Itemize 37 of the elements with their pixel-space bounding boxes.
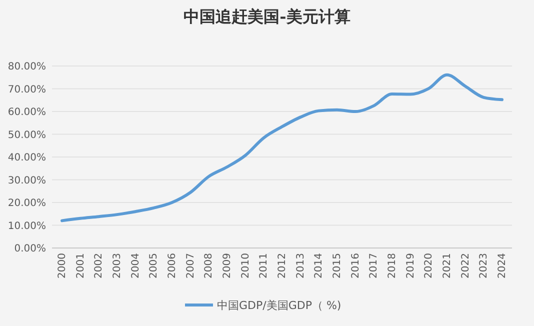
y-tick-label: 50.00% <box>8 130 46 141</box>
line-series <box>60 73 504 222</box>
x-tick-label: 2016 <box>350 253 362 278</box>
x-tick-label: 2012 <box>277 253 288 278</box>
y-tick-label: 80.00% <box>8 62 46 72</box>
x-tick-label: 2010 <box>240 253 252 278</box>
x-tick-label: 2014 <box>314 253 325 278</box>
x-tick-label: 2006 <box>167 253 178 278</box>
y-tick-label: 60.00% <box>8 107 46 118</box>
x-tick-label: 2024 <box>497 253 508 278</box>
x-tick-label: 2022 <box>460 253 472 278</box>
x-tick-label: 2005 <box>148 253 160 278</box>
chart-title: 中国追赶美国-美元计算 <box>184 7 350 26</box>
x-tick-label: 2001 <box>75 253 86 278</box>
x-tick-label: 2004 <box>130 253 142 278</box>
x-tick-label: 2018 <box>387 253 398 278</box>
x-tick-label: 2007 <box>185 253 196 278</box>
legend-label: 中国GDP/美国GDP（ %) <box>217 298 342 312</box>
x-tick-label: 2003 <box>112 253 123 278</box>
y-tick-label: 30.00% <box>8 175 46 186</box>
y-tick-label: 70.00% <box>8 84 46 96</box>
x-tick-label: 2017 <box>368 253 380 278</box>
x-tick-label: 2015 <box>332 253 343 278</box>
x-tick-label: 2021 <box>442 253 453 278</box>
x-tick-label: 2023 <box>478 253 490 278</box>
x-tick-label: 2002 <box>94 253 105 278</box>
y-tick-label: 40.00% <box>8 152 46 164</box>
x-tick-label: 2000 <box>57 253 68 278</box>
x-tick-label: 2008 <box>204 253 215 278</box>
x-tick-label: 2019 <box>405 253 416 278</box>
y-tick-label: 0.00% <box>14 244 46 254</box>
x-tick-label: 2020 <box>424 253 435 278</box>
x-tick-label: 2011 <box>258 253 270 278</box>
y-tick-label: 20.00% <box>8 198 46 209</box>
x-tick-label: 2009 <box>222 253 233 278</box>
x-tick-label: 2013 <box>295 253 306 278</box>
y-tick-label: 10.00% <box>8 220 46 232</box>
